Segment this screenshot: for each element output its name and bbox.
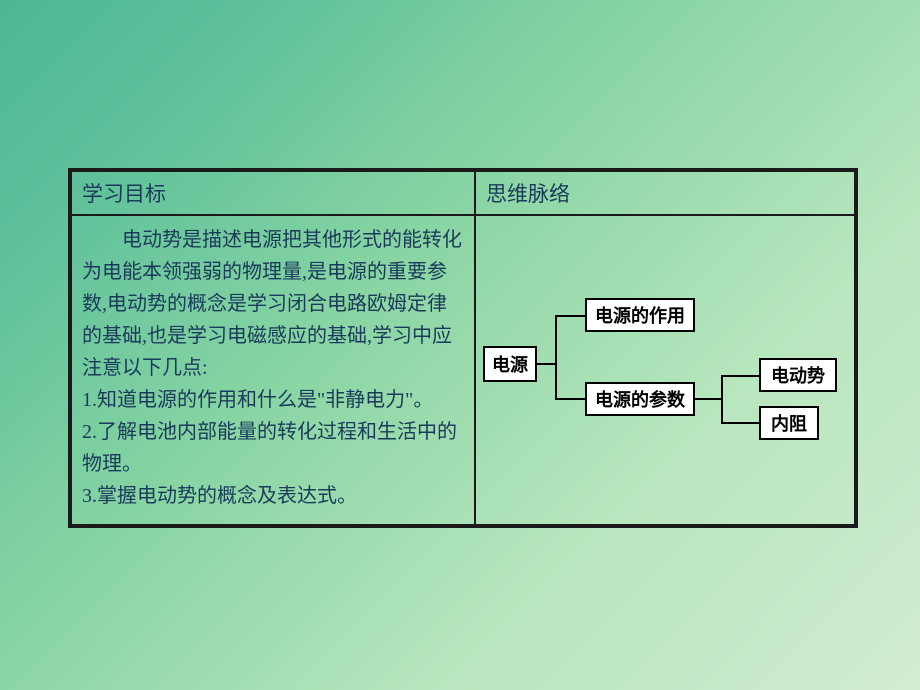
node-leaf1: 电动势 [759, 358, 837, 392]
line-branch2-out [695, 398, 721, 400]
objective-item-3: 3.掌握电动势的概念及表达式。 [82, 480, 464, 512]
line-root-v [555, 315, 557, 399]
line-branch1-h [555, 315, 585, 317]
line-leaf1-h [721, 375, 759, 377]
objective-item-1: 1.知道电源的作用和什么是"非静电力"。 [82, 384, 464, 416]
line-leaves-v [721, 375, 723, 423]
header-row: 学习目标 思维脉络 [70, 170, 856, 215]
objective-item-2: 2.了解电池内部能量的转化过程和生活中的物理。 [82, 416, 464, 480]
line-branch2-h [555, 398, 585, 400]
tree-diagram: 电源 电源的作用 电源的参数 电动势 内阻 [477, 288, 853, 452]
content-row: 电动势是描述电源把其他形式的能转化为电能本领强弱的物理量,是电源的重要参数,电动… [70, 215, 856, 526]
node-root: 电源 [483, 346, 537, 382]
line-root-h [537, 363, 555, 365]
node-leaf2: 内阻 [759, 406, 819, 440]
objectives-content: 电动势是描述电源把其他形式的能转化为电能本领强弱的物理量,是电源的重要参数,电动… [70, 215, 475, 526]
header-mindmap: 思维脉络 [475, 170, 856, 215]
mindmap-content: 电源 电源的作用 电源的参数 电动势 内阻 [475, 215, 856, 526]
learning-table: 学习目标 思维脉络 电动势是描述电源把其他形式的能转化为电能本领强弱的物理量,是… [68, 168, 858, 528]
node-branch2: 电源的参数 [585, 382, 695, 416]
line-leaf2-h [721, 422, 759, 424]
header-objectives: 学习目标 [70, 170, 475, 215]
node-branch1: 电源的作用 [585, 298, 695, 332]
intro-paragraph: 电动势是描述电源把其他形式的能转化为电能本领强弱的物理量,是电源的重要参数,电动… [82, 224, 464, 384]
